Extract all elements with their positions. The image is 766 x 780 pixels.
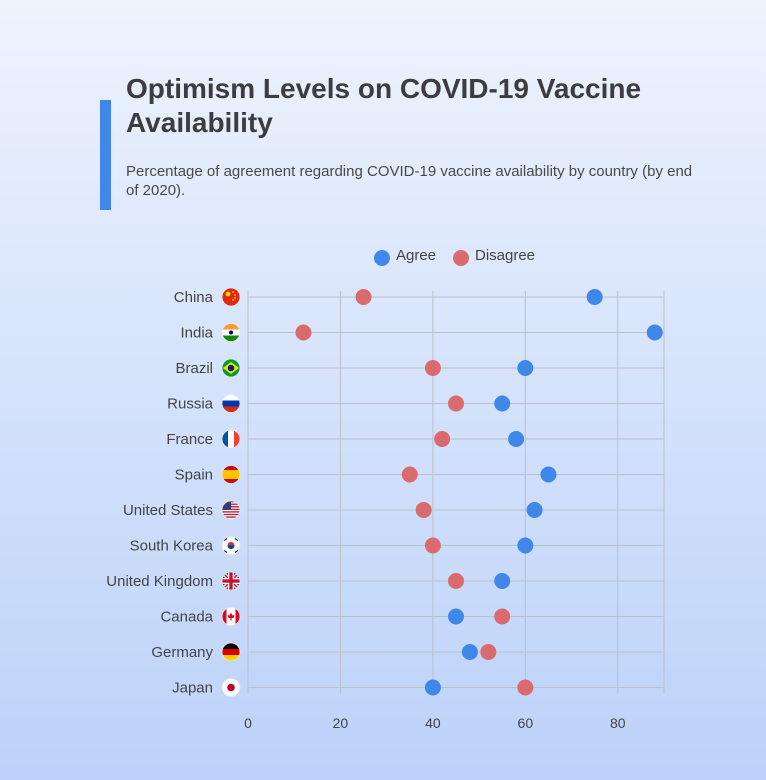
south-korea-flag-icon xyxy=(221,536,241,555)
disagree-point xyxy=(517,679,534,696)
legend-item-disagree[interactable]: Disagree xyxy=(453,244,535,266)
agree-point xyxy=(586,289,603,305)
uk-flag-icon xyxy=(221,571,241,591)
germany-flag-icon xyxy=(221,642,241,662)
country-label: China xyxy=(174,289,214,306)
disagree-point xyxy=(448,573,464,589)
disagree-point xyxy=(494,608,511,625)
agree-point xyxy=(540,466,557,483)
country-label: Japan xyxy=(172,680,213,697)
disagree-point xyxy=(295,324,312,341)
agree-point xyxy=(448,608,464,625)
usa-flag-icon xyxy=(221,500,241,520)
chart-title: Optimism Levels on COVID-19 Vaccine Avai… xyxy=(126,73,642,138)
title-accent-bar xyxy=(100,100,111,210)
country-label: Spain xyxy=(175,467,213,484)
china-flag-icon xyxy=(221,287,241,307)
x-tick-label: 60 xyxy=(518,715,534,731)
country-label: Germany xyxy=(151,644,213,661)
country-label: Brazil xyxy=(175,360,213,377)
legend: Agree Disagree xyxy=(0,244,766,268)
disagree-point xyxy=(424,360,441,376)
canada-flag-icon xyxy=(221,607,241,626)
russia-flag-icon xyxy=(221,394,241,413)
japan-flag-icon xyxy=(221,678,241,697)
legend-label-agree: Agree xyxy=(396,246,437,264)
legend-label-disagree: Disagree xyxy=(475,246,536,264)
x-tick-label: 80 xyxy=(610,715,626,731)
agree-point xyxy=(424,679,441,696)
agree-point xyxy=(461,644,478,660)
disagree-point xyxy=(424,537,441,554)
disagree-point xyxy=(355,289,372,305)
country-label: United States xyxy=(123,502,213,519)
country-label: United Kingdom xyxy=(106,573,213,590)
disagree-point xyxy=(434,431,451,447)
x-tick-label: 40 xyxy=(425,715,441,731)
country-label: France xyxy=(166,431,213,448)
agree-point xyxy=(494,573,511,589)
agree-point xyxy=(517,537,534,554)
spain-flag-icon xyxy=(221,465,241,484)
legend-swatch-disagree xyxy=(453,250,469,266)
legend-swatch-agree xyxy=(374,250,390,266)
x-tick-label: 0 xyxy=(244,715,252,731)
chart-subtitle: Percentage of agreement regarding COVID-… xyxy=(126,163,693,199)
country-label: Canada xyxy=(160,609,213,626)
brazil-flag-icon xyxy=(221,358,241,378)
france-flag-icon xyxy=(221,429,241,449)
agree-point xyxy=(494,395,511,412)
agree-point xyxy=(526,502,543,518)
disagree-point xyxy=(401,466,418,483)
country-label: South Korea xyxy=(130,538,214,555)
disagree-point xyxy=(448,395,464,412)
agree-point xyxy=(517,360,534,376)
disagree-point xyxy=(480,644,497,660)
disagree-point xyxy=(415,502,432,518)
legend-item-agree[interactable]: Agree xyxy=(374,244,436,266)
country-label: India xyxy=(180,325,213,342)
agree-point xyxy=(508,431,525,447)
india-flag-icon xyxy=(221,323,241,342)
x-tick-label: 20 xyxy=(333,715,349,731)
agree-point xyxy=(646,324,663,341)
country-label: Russia xyxy=(167,396,214,413)
